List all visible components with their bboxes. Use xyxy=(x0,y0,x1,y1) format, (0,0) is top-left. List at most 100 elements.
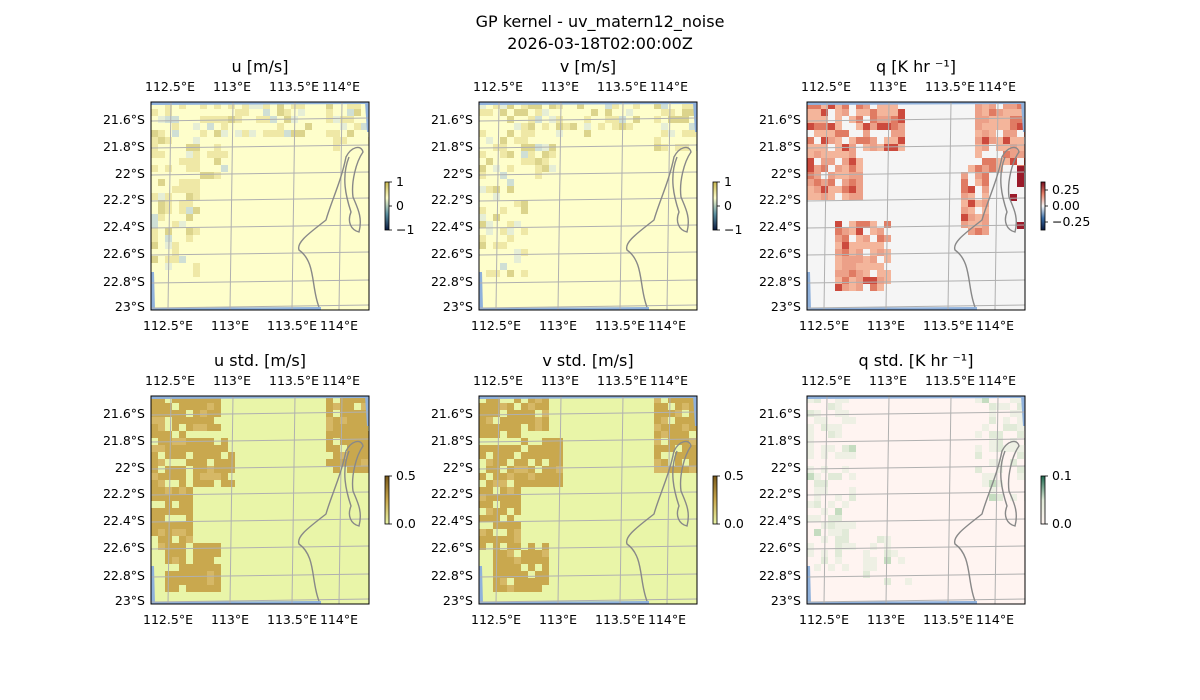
heatmap-cell xyxy=(828,564,835,571)
lon-tick-top: 114°E xyxy=(322,79,360,94)
heatmap-cell xyxy=(500,557,507,564)
heatmap-cell xyxy=(842,536,849,543)
heatmap-cell xyxy=(500,445,507,452)
heatmap-cell xyxy=(493,494,500,501)
heatmap-cell xyxy=(179,578,186,585)
heatmap-cell xyxy=(298,102,305,109)
heatmap-cell xyxy=(186,158,193,165)
heatmap-cell xyxy=(347,116,354,123)
heatmap-cell xyxy=(556,438,563,445)
heatmap-cell xyxy=(1003,123,1010,130)
colorbar-tick: 0.0 xyxy=(724,516,744,531)
heatmap-cell xyxy=(870,137,877,144)
heatmap-cell xyxy=(193,466,200,473)
heatmap-cell xyxy=(1017,431,1024,438)
heatmap-cell xyxy=(870,557,877,564)
heatmap-cell xyxy=(500,585,507,592)
heatmap-cell xyxy=(507,452,514,459)
heatmap-cell xyxy=(898,130,905,137)
heatmap-cell xyxy=(870,228,877,235)
heatmap-cell xyxy=(214,130,221,137)
heatmap-cell xyxy=(151,522,158,529)
heatmap-cell xyxy=(1010,396,1017,403)
heatmap-cell xyxy=(1010,116,1017,123)
heatmap-cell xyxy=(535,571,542,578)
heatmap-cell xyxy=(179,452,186,459)
heatmap-cell xyxy=(186,179,193,186)
heatmap-cell xyxy=(877,123,884,130)
heatmap-cell xyxy=(835,410,842,417)
heatmap-cell xyxy=(835,277,842,284)
heatmap-cell xyxy=(807,186,814,193)
heatmap-cell xyxy=(347,438,354,445)
heatmap-cell xyxy=(849,473,856,480)
heatmap-cell xyxy=(884,249,891,256)
heatmap-cell xyxy=(179,410,186,417)
heatmap-cell xyxy=(361,123,368,130)
panel-frame xyxy=(806,101,1026,311)
ocean-edge xyxy=(365,396,369,426)
heatmap-cell xyxy=(514,536,521,543)
heatmap-cell xyxy=(479,536,486,543)
heatmap-cell xyxy=(486,417,493,424)
heatmap-cell xyxy=(333,452,340,459)
heatmap-cell xyxy=(298,109,305,116)
heatmap-cell xyxy=(975,172,982,179)
heatmap-cell xyxy=(542,564,549,571)
heatmap-cell xyxy=(1017,123,1024,130)
heatmap-cell xyxy=(354,109,361,116)
heatmap-cell xyxy=(689,102,696,109)
heatmap-cell xyxy=(165,508,172,515)
lat-tick: 21.8°S xyxy=(431,433,473,448)
heatmap-cell xyxy=(849,263,856,270)
heatmap-cell xyxy=(807,137,814,144)
heatmap-cell xyxy=(172,396,179,403)
heatmap-cell xyxy=(179,550,186,557)
gridlines xyxy=(807,102,1025,310)
heatmap-cell xyxy=(514,578,521,585)
heatmap-cell xyxy=(493,466,500,473)
heatmap-cell xyxy=(158,116,165,123)
heatmap-cell xyxy=(989,403,996,410)
heatmap-cell xyxy=(842,249,849,256)
ocean-edge xyxy=(151,102,369,105)
heatmap-cell xyxy=(221,123,228,130)
panel-title: u [m/s] xyxy=(231,57,288,76)
heatmap-cell xyxy=(821,137,828,144)
heatmap-cell xyxy=(514,396,521,403)
heatmap-cell xyxy=(486,186,493,193)
heatmap-cell xyxy=(807,410,814,417)
heatmap-cell xyxy=(982,473,989,480)
heatmap-cell xyxy=(207,571,214,578)
heatmap-cell xyxy=(689,466,696,473)
heatmap-cell xyxy=(165,109,172,116)
ocean-edge xyxy=(151,272,155,310)
heatmap-cell xyxy=(193,410,200,417)
heatmap-cell xyxy=(514,543,521,550)
panel-frame xyxy=(150,395,370,605)
heatmap-cell xyxy=(521,410,528,417)
heatmap-cell xyxy=(807,452,814,459)
heatmap-cell xyxy=(486,396,493,403)
heatmap-cell xyxy=(165,200,172,207)
heatmap-cell xyxy=(200,396,207,403)
heatmap-cell xyxy=(479,172,486,179)
heatmap-cell xyxy=(514,417,521,424)
heatmap-cell xyxy=(158,508,165,515)
heatmap-cell xyxy=(486,158,493,165)
heatmap-cell xyxy=(870,221,877,228)
heatmap-cell xyxy=(479,417,486,424)
heatmap-cell xyxy=(814,494,821,501)
heatmap-cell xyxy=(200,116,207,123)
heatmap-cell xyxy=(675,144,682,151)
heatmap-cell xyxy=(996,137,1003,144)
lat-tick: 22.2°S xyxy=(103,486,145,501)
heatmap-cell xyxy=(193,550,200,557)
ocean-edge xyxy=(693,102,697,132)
lat-tick: 22.6°S xyxy=(103,540,145,555)
heatmap-cell xyxy=(1017,151,1024,158)
colorbar-tick: 0 xyxy=(396,198,404,213)
heatmap-cell xyxy=(514,585,521,592)
heatmap-cell xyxy=(256,102,263,109)
heatmap-cell xyxy=(486,466,493,473)
